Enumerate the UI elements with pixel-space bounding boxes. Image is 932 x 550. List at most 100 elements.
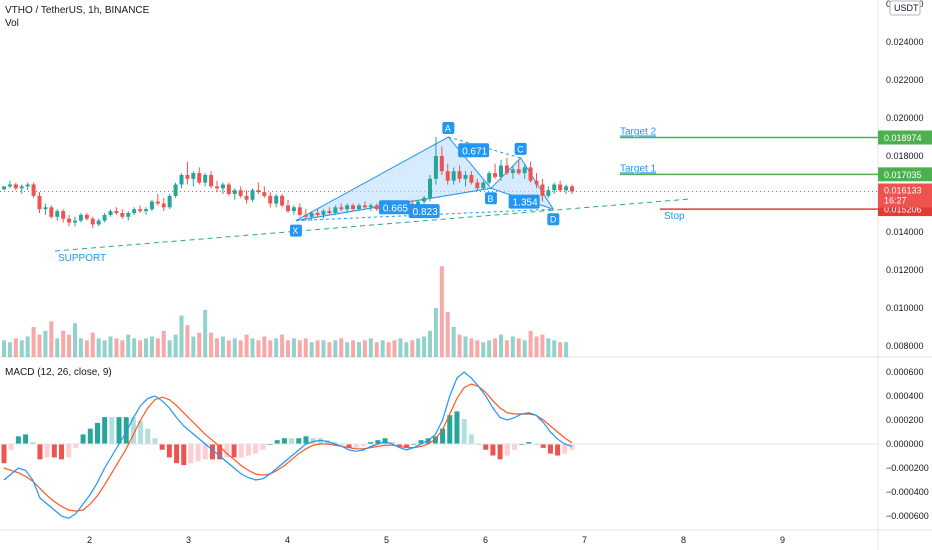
volume-bar: [499, 334, 503, 357]
pattern-point-badge: [484, 192, 497, 205]
candle-body: [445, 171, 450, 181]
macd-histogram-bar: [289, 438, 295, 444]
macd-histogram-bar: [555, 444, 561, 456]
candle-body: [297, 207, 302, 215]
macd-histogram-bar: [353, 444, 359, 448]
volume-bar: [2, 340, 6, 357]
candle-body: [422, 197, 427, 202]
macd-histogram-bar: [547, 444, 553, 454]
macd-histogram-bar: [281, 438, 287, 444]
volume-bar: [516, 338, 521, 357]
ratio-label: 0.823: [413, 207, 438, 218]
macd-histogram-bar: [37, 444, 43, 460]
target-2-price-text: 0.018974: [884, 133, 922, 143]
candle-body: [61, 211, 66, 219]
candle-body: [345, 205, 350, 210]
candle-body: [522, 167, 527, 174]
candle-body: [262, 192, 267, 196]
volume-bar: [303, 338, 308, 357]
macd-histogram-bar: [375, 440, 381, 444]
stop-price-text: 0.015206: [884, 205, 922, 215]
volume-bar: [179, 315, 184, 357]
candle-body: [73, 220, 77, 223]
volume-bar: [96, 338, 101, 357]
candle-body: [149, 201, 154, 210]
macd-histogram-bar: [332, 442, 338, 444]
candle-body: [546, 190, 551, 196]
macd-histogram-bar: [202, 444, 208, 460]
candle-body: [274, 195, 279, 204]
price-axis-label: 0.010000: [886, 303, 924, 313]
macd-histogram-bar: [166, 444, 172, 458]
macd-axis-label: 0.000600: [886, 367, 924, 377]
target-2-price-tag: [878, 130, 932, 145]
macd-histogram-bar: [396, 444, 402, 446]
macd-histogram-bar: [253, 444, 259, 454]
volume-bar: [428, 330, 432, 357]
macd-histogram-bar: [181, 444, 187, 466]
volume-label: Vol: [5, 18, 19, 29]
volume-bar: [220, 336, 225, 357]
candle-body: [256, 190, 261, 193]
candle-body: [428, 178, 432, 198]
price-axis-label: 0.018000: [886, 151, 924, 161]
volume-bar: [368, 338, 373, 357]
volume-bar: [410, 340, 415, 357]
candle-body: [31, 184, 36, 196]
candle-body: [475, 182, 480, 189]
macd-histogram-bar: [440, 428, 446, 444]
candle-body: [173, 184, 178, 196]
time-axis-label: 9: [780, 535, 785, 545]
volume-bar: [345, 342, 350, 357]
macd-histogram-bar: [303, 436, 309, 444]
macd-histogram-bar: [260, 444, 266, 450]
candle-body: [138, 209, 143, 212]
candle-body: [291, 207, 296, 212]
ratio-badge: [408, 204, 440, 219]
volume-bar: [451, 327, 456, 357]
volume-bar: [534, 336, 539, 357]
volume-bar: [333, 340, 338, 357]
macd-axis-label: −0.000400: [886, 487, 929, 497]
macd-histogram-bar: [15, 436, 21, 444]
candle-body: [232, 190, 237, 194]
pattern-point-badge: [514, 142, 527, 155]
candle-body: [49, 207, 54, 217]
candle-body: [203, 175, 208, 183]
ratio-label: 1.354: [513, 198, 538, 209]
volume-bar: [90, 332, 95, 357]
volume-bar: [120, 340, 125, 357]
macd-histogram-bar: [174, 444, 180, 464]
chart-title: VTHO / TetherUS, 1h, BINANCE: [5, 5, 150, 16]
candle-body: [540, 184, 545, 196]
volume-bar: [37, 334, 42, 357]
candle-body: [102, 214, 107, 221]
candle-body: [96, 220, 101, 225]
volume-bar: [61, 330, 66, 357]
volume-bar: [31, 327, 36, 357]
pattern-point-label: C: [517, 144, 524, 154]
volume-bar: [155, 338, 160, 357]
volume-bar: [493, 338, 498, 357]
candle-body: [516, 169, 521, 174]
target-1-price-text: 0.017035: [884, 170, 922, 180]
volume-bar: [291, 338, 296, 357]
volume-bar: [67, 334, 72, 357]
candle-body: [90, 218, 95, 225]
macd-histogram-bar: [23, 434, 29, 444]
candle-body: [416, 201, 421, 206]
candle-body: [55, 211, 60, 217]
volume-bar: [339, 338, 344, 357]
support-label: SUPPORT: [58, 253, 106, 264]
ratio-badge: [508, 194, 540, 209]
macd-histogram-bar: [346, 444, 352, 448]
volume-bar: [321, 340, 326, 357]
candle-body: [487, 173, 492, 183]
current-price-tag: [878, 183, 932, 208]
macd-histogram-bar: [66, 444, 72, 458]
pattern-point-label: B: [487, 194, 493, 204]
volume-bar: [274, 338, 279, 357]
macd-histogram-bar: [490, 444, 496, 456]
macd-histogram-bar: [73, 444, 79, 448]
